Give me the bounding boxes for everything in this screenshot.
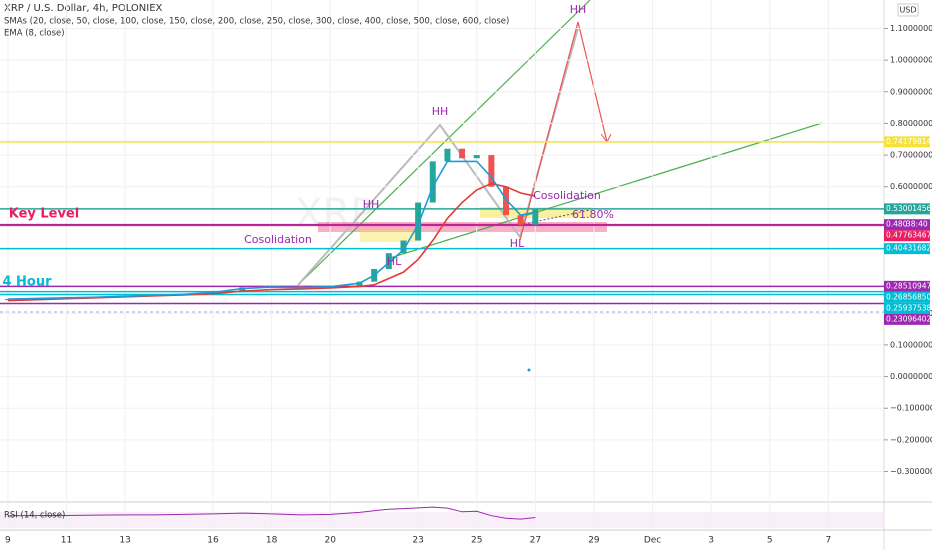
x-tick-label: 29 <box>588 536 600 546</box>
x-tick-label: 20 <box>324 536 336 546</box>
price-label: 0.26856850 <box>886 292 932 301</box>
annotation: 4 Hour <box>2 275 52 290</box>
annotation: Key Level <box>9 207 80 222</box>
candle <box>239 287 246 292</box>
candle <box>503 186 510 216</box>
dot <box>527 368 531 372</box>
key-level-zone <box>318 222 607 232</box>
price-label-box <box>884 280 930 292</box>
candle <box>429 161 436 203</box>
annotation: Cosolidation <box>533 189 601 202</box>
annotation: HL <box>510 237 525 250</box>
price-label: 0.23096402 <box>886 314 932 323</box>
x-tick-label: 11 <box>61 536 72 546</box>
price-label-box <box>884 230 930 242</box>
price-label: 0.40431682 <box>886 244 932 253</box>
candle <box>488 155 495 187</box>
candle <box>400 240 407 254</box>
x-tick-label: 5 <box>767 536 773 546</box>
rsi-band <box>0 512 884 528</box>
projection-arrow <box>519 21 608 241</box>
annotation: Cosolidation <box>244 233 312 246</box>
x-tick-label: 18 <box>266 536 278 546</box>
price-label-box <box>884 302 930 314</box>
price-label: 0.28510947 <box>886 281 932 290</box>
price-label-box <box>884 313 930 325</box>
x-tick-label: Dec <box>644 536 661 546</box>
candle <box>473 155 480 159</box>
legend-entry: SMAs (20, close, 50, close, 100, close, … <box>4 17 509 27</box>
price-label-box <box>884 243 930 255</box>
currency: USD <box>899 6 916 15</box>
price-label: 0.480 <box>886 220 908 229</box>
annotation: HH <box>432 105 449 118</box>
candle <box>444 148 451 162</box>
rsi-label: RSI (14, close) <box>4 511 65 521</box>
candle <box>517 215 524 225</box>
legend-entry: EMA (8, close) <box>4 29 65 39</box>
price-label: 0.25937538 <box>886 303 932 312</box>
price-label: 0.53001456 <box>886 204 932 213</box>
y-tick-label: −0.30000000 <box>890 467 932 476</box>
consolidation-zone <box>360 230 420 242</box>
x-tick-label: 16 <box>207 536 219 546</box>
currency-box <box>897 3 919 17</box>
x-tick-label: 9 <box>5 536 11 546</box>
price-label-box <box>884 136 930 148</box>
x-tick-label: 7 <box>825 536 831 546</box>
price-label: 0.74179814 <box>886 137 932 146</box>
rsi-line <box>7 506 536 520</box>
price-label-box <box>884 219 930 231</box>
annotation: 61.80% <box>572 208 614 221</box>
annotation: HH <box>570 3 587 16</box>
price-label-box <box>884 291 930 303</box>
x-tick-label: 3 <box>708 536 714 546</box>
annotation: HH <box>363 198 380 211</box>
price-label-box <box>884 203 930 215</box>
candle <box>532 208 539 225</box>
title: XRP / U.S. Dollar, 4h, POLONIEX <box>4 3 163 14</box>
x-tick-label: 23 <box>412 536 423 546</box>
candle <box>4 299 11 301</box>
trend-line <box>389 122 823 259</box>
candle <box>459 148 466 159</box>
candle <box>415 202 422 241</box>
countdown: 38:40 <box>906 220 928 229</box>
annotation: HL <box>387 255 402 268</box>
price-label: 0.47763467 <box>886 231 932 240</box>
x-tick-label: 13 <box>119 536 130 546</box>
candle <box>385 253 392 269</box>
y-tick-label: −0.20000000 <box>890 435 932 444</box>
indicator-line <box>7 160 536 300</box>
x-tick-label: 27 <box>530 536 541 546</box>
x-tick-label: 25 <box>471 536 482 546</box>
